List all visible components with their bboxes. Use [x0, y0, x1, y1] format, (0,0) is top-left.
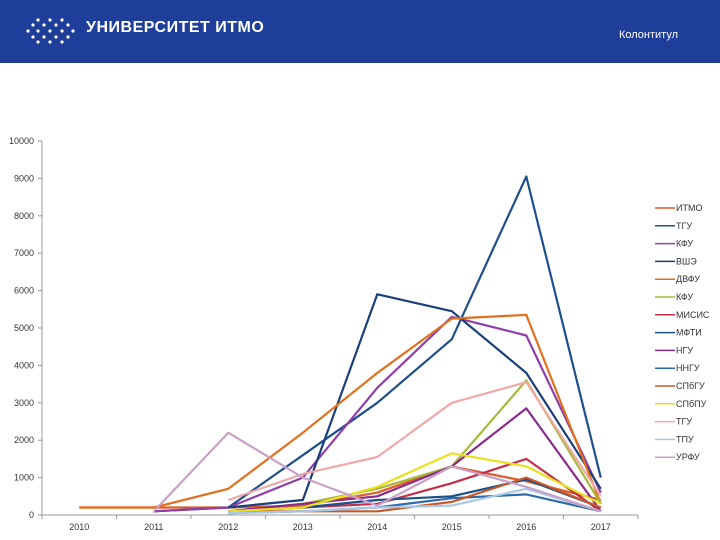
series-line-9 [228, 407, 602, 513]
legend-label: КФУ [676, 239, 693, 249]
legend-label: ТПУ [676, 434, 694, 444]
series-line-13 [227, 381, 602, 502]
x-tick-label: 2010 [69, 522, 89, 532]
y-tick-label: 6000 [14, 286, 34, 296]
legend-label: МИСИС [676, 310, 710, 320]
x-tick-label: 2016 [516, 522, 536, 532]
legend-label: ВШЭ [676, 256, 697, 266]
y-tick-label: 3000 [14, 398, 34, 408]
series-line-15 [153, 431, 602, 513]
slide-header: УНИВЕРСИТЕТ ИТМО Колонтитул [0, 0, 720, 63]
x-tick-label: 2015 [442, 522, 462, 532]
y-tick-label: 9000 [14, 173, 34, 183]
legend-label: УРФУ [676, 452, 700, 462]
x-tick-label: 2012 [218, 522, 238, 532]
legend-label: СПбПУ [676, 399, 707, 409]
series-line-5 [79, 313, 602, 509]
legend-label: ТГУ [676, 417, 692, 427]
y-tick-label: 4000 [14, 360, 34, 370]
x-tick-label: 2017 [591, 522, 611, 532]
legend-label: ТГУ [676, 221, 692, 231]
itmo-logo-icon [26, 18, 75, 44]
x-tick-label: 2013 [293, 522, 313, 532]
y-tick-label: 8000 [14, 211, 34, 221]
logo-text: УНИВЕРСИТЕТ ИТМО [86, 19, 265, 36]
series-line-4 [228, 293, 602, 509]
header-footer-label: Колонтитул [618, 29, 678, 41]
legend-label: СПбГУ [676, 381, 705, 391]
y-tick-label: 0 [29, 510, 34, 520]
series-line-12 [228, 452, 602, 513]
legend-label: ИТМО [676, 203, 702, 213]
x-tick-label: 2011 [144, 522, 163, 532]
y-tick-label: 7000 [14, 248, 34, 258]
legend-label: ДВФУ [676, 274, 700, 284]
y-tick-label: 10000 [9, 136, 34, 146]
legend-label: МФТИ [676, 328, 702, 338]
legend-label: ННГУ [676, 363, 700, 373]
y-tick-label: 1000 [14, 473, 34, 483]
legend-label: НГУ [676, 345, 693, 355]
series-line-2 [153, 175, 602, 513]
legend-label: КФУ [676, 292, 693, 302]
x-tick-label: 2014 [367, 522, 387, 532]
y-tick-label: 5000 [14, 323, 34, 333]
y-tick-label: 2000 [14, 435, 34, 445]
series-line-14 [228, 487, 602, 515]
